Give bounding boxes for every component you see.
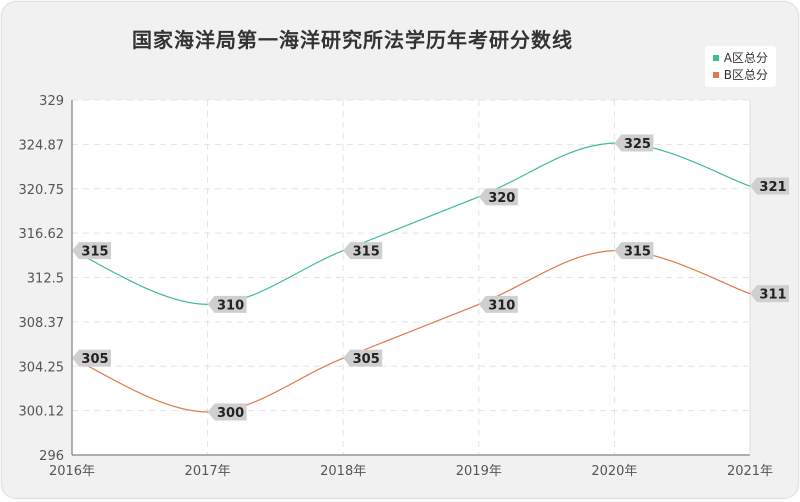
x-tick-label: 2017年 [185, 464, 231, 479]
data-label-text: 305 [353, 352, 380, 367]
data-label-text: 300 [217, 406, 244, 421]
data-label-text: 305 [81, 352, 108, 367]
legend-item-a[interactable]: A区总分 [712, 49, 768, 66]
data-label-text: 315 [353, 245, 380, 260]
data-label-text: 310 [488, 298, 515, 313]
data-label: 320 [478, 188, 518, 206]
data-label: 300 [207, 403, 247, 421]
data-label-text: 315 [624, 245, 651, 260]
chart-legend: A区总分 B区总分 [704, 46, 776, 87]
data-label-box [750, 285, 789, 303]
data-label-text: 310 [217, 298, 244, 313]
y-tick-label: 296 [39, 449, 64, 464]
x-tick-label: 2020年 [591, 464, 637, 479]
data-label: 325 [614, 134, 654, 152]
y-tick-label: 324.87 [19, 138, 65, 153]
data-label: 315 [343, 242, 383, 260]
data-label: 310 [207, 295, 247, 313]
legend-item-b[interactable]: B区总分 [712, 66, 768, 83]
chart-title: 国家海洋局第一海洋研究所法学历年考研分数线 [132, 28, 573, 52]
legend-label-a: A区总分 [723, 51, 768, 65]
data-label-box [614, 242, 654, 260]
legend-label-b: B区总分 [723, 68, 768, 82]
y-tick-label: 320.75 [19, 183, 65, 198]
data-label-box [207, 403, 247, 421]
data-label: 305 [343, 349, 383, 367]
data-label-box [72, 349, 111, 367]
data-label: 315 [614, 242, 654, 260]
data-label-box [750, 177, 789, 195]
x-tick-label: 2018年 [320, 464, 366, 479]
data-label-box [343, 349, 383, 367]
data-label-box [478, 188, 518, 206]
data-label: 311 [750, 285, 789, 303]
x-tick-label: 2021年 [727, 464, 773, 479]
data-label: 315 [72, 242, 111, 260]
y-tick-label: 304.25 [19, 360, 65, 375]
data-label-box [614, 134, 654, 152]
y-tick-label: 329 [39, 94, 64, 109]
data-label: 310 [478, 295, 518, 313]
data-label-text: 311 [759, 288, 786, 303]
data-label-box [207, 295, 247, 313]
y-tick-label: 312.5 [27, 272, 64, 287]
data-label-box [343, 242, 383, 260]
legend-swatch-b [712, 71, 719, 78]
y-tick-label: 308.37 [19, 316, 65, 331]
data-label-text: 325 [624, 137, 651, 152]
legend-swatch-a [712, 54, 719, 61]
x-tick-label: 2019年 [456, 464, 502, 479]
data-label-text: 320 [488, 191, 515, 206]
y-tick-label: 316.62 [19, 227, 65, 242]
data-label-text: 315 [81, 245, 108, 260]
data-label-box [72, 242, 111, 260]
data-label: 305 [72, 349, 111, 367]
x-tick-label: 2016年 [49, 464, 95, 479]
y-tick-label: 300.12 [19, 405, 65, 420]
data-label-box [478, 295, 518, 313]
data-label-text: 321 [759, 180, 786, 195]
data-label: 321 [750, 177, 789, 195]
